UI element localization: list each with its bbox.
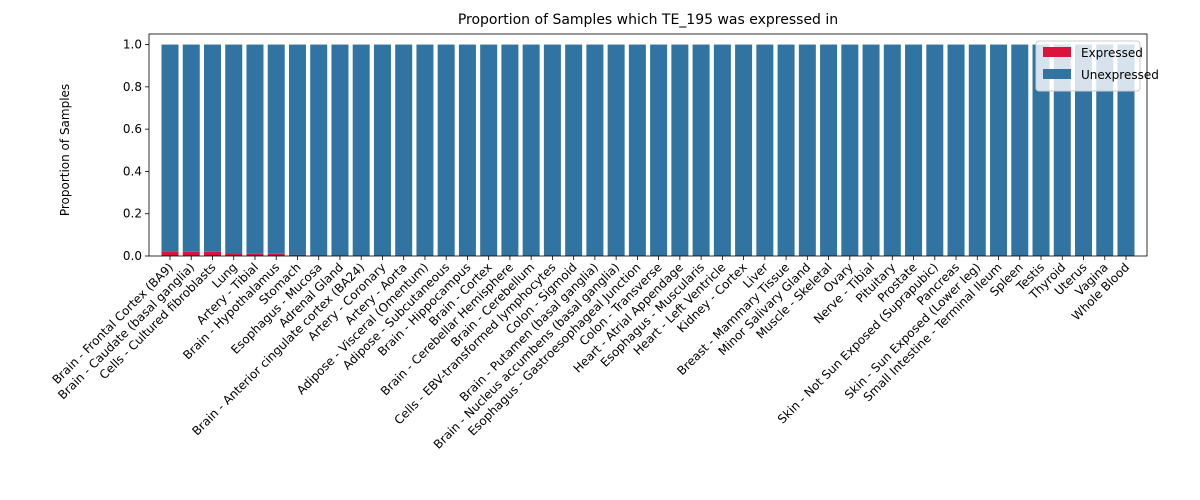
bar-unexpressed-1: [182, 44, 200, 252]
bar-unexpressed-31: [820, 44, 838, 256]
bar-unexpressed-42: [1053, 44, 1071, 256]
bar-unexpressed-45: [1117, 44, 1135, 256]
bar-unexpressed-43: [1075, 44, 1093, 256]
chart-title: Proportion of Samples which TE_195 was e…: [458, 12, 838, 28]
y-tick-label: 0.2: [123, 207, 142, 221]
bar-unexpressed-44: [1096, 44, 1114, 256]
bars-group: [161, 44, 1135, 256]
x-axis: Brain - Frontal Cortex (BA9)Brain - Caud…: [49, 256, 1132, 452]
plot-frame: [148, 33, 1148, 257]
bar-unexpressed-2: [203, 44, 221, 252]
bar-unexpressed-37: [947, 44, 965, 256]
bar-expressed-5: [267, 253, 285, 256]
bar-unexpressed-7: [310, 44, 328, 256]
bar-unexpressed-40: [1011, 44, 1029, 256]
bar-expressed-2: [203, 251, 221, 256]
bar-expressed-4: [246, 253, 264, 256]
bar-unexpressed-11: [395, 44, 413, 256]
bar-unexpressed-28: [756, 44, 774, 256]
bar-unexpressed-10: [373, 44, 391, 256]
y-tick-label: 0.0: [123, 249, 142, 263]
bar-unexpressed-36: [926, 44, 944, 256]
bar-unexpressed-26: [713, 44, 731, 256]
bar-unexpressed-22: [628, 44, 646, 256]
bar-expressed-1: [182, 251, 200, 256]
y-axis-label: Proportion of Samples: [58, 84, 72, 216]
bar-unexpressed-39: [990, 44, 1008, 256]
bar-unexpressed-8: [331, 44, 349, 256]
bar-unexpressed-38: [968, 44, 986, 256]
bar-unexpressed-24: [671, 44, 689, 256]
bar-unexpressed-25: [692, 44, 710, 256]
bar-expressed-3: [225, 253, 243, 256]
y-tick-label: 0.4: [123, 164, 142, 178]
y-axis: 0.0 0.2 0.4 0.6 0.8 1.0: [123, 38, 149, 263]
bar-unexpressed-34: [883, 44, 901, 256]
bar-unexpressed-14: [458, 44, 476, 256]
bar-unexpressed-6: [288, 44, 306, 255]
bar-unexpressed-5: [267, 44, 285, 254]
bar-unexpressed-41: [1032, 44, 1050, 256]
bar-unexpressed-18: [543, 44, 561, 256]
y-tick-label: 0.8: [123, 80, 142, 94]
bar-unexpressed-0: [161, 44, 179, 252]
bar-unexpressed-20: [586, 44, 604, 256]
bar-unexpressed-9: [352, 44, 370, 256]
bar-unexpressed-17: [522, 44, 540, 256]
y-tick-label: 0.6: [123, 122, 142, 136]
bar-unexpressed-12: [416, 44, 434, 256]
bar-unexpressed-3: [225, 44, 243, 254]
bar-expressed-6: [288, 254, 306, 256]
legend-label-expressed: Expressed: [1081, 46, 1143, 60]
bar-unexpressed-35: [905, 44, 923, 256]
bar-unexpressed-13: [437, 44, 455, 256]
legend-label-unexpressed: Unexpressed: [1081, 68, 1159, 82]
bar-unexpressed-23: [650, 44, 668, 256]
legend-swatch-expressed: [1043, 47, 1071, 57]
legend: Expressed Unexpressed: [1035, 40, 1159, 92]
x-tick-label: Brain - Caudate (basal ganglia): [55, 260, 197, 402]
legend-swatch-unexpressed: [1043, 69, 1071, 79]
bar-expressed-0: [161, 251, 179, 256]
bar-unexpressed-16: [501, 44, 519, 256]
bar-unexpressed-30: [798, 44, 816, 256]
bar-unexpressed-27: [735, 44, 753, 256]
bar-unexpressed-15: [480, 44, 498, 256]
bar-unexpressed-21: [607, 44, 625, 256]
bar-unexpressed-4: [246, 44, 264, 254]
bar-unexpressed-32: [841, 44, 859, 256]
bar-unexpressed-29: [777, 44, 795, 256]
bar-unexpressed-33: [862, 44, 880, 256]
y-tick-label: 1.0: [123, 38, 142, 52]
bar-unexpressed-19: [565, 44, 583, 256]
